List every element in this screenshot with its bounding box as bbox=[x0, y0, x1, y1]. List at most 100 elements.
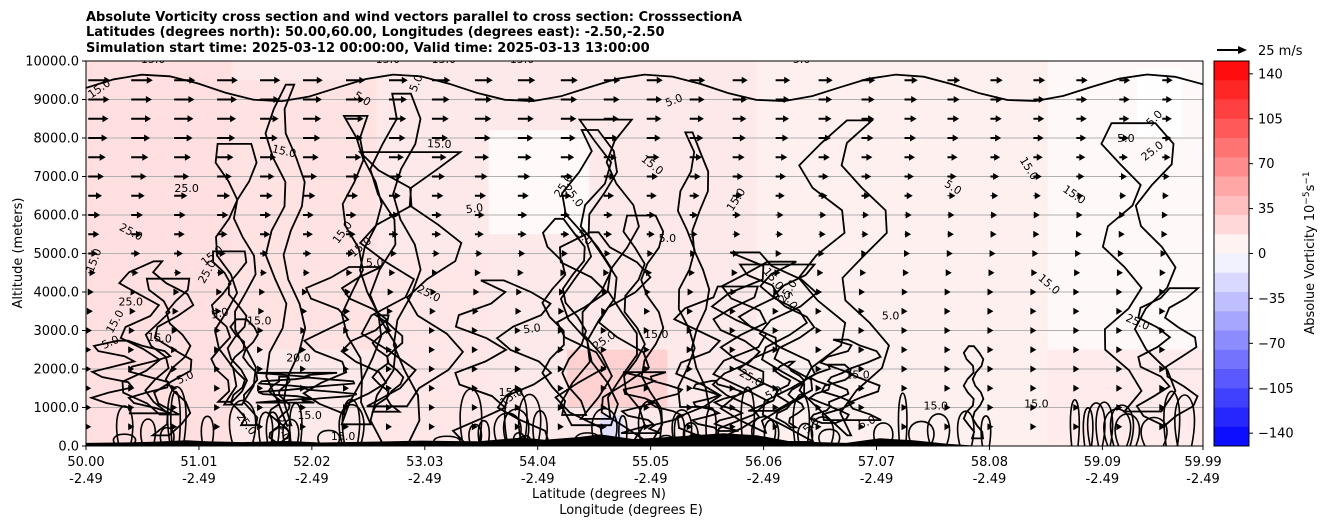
contour-line bbox=[166, 386, 187, 446]
wind-vector-head bbox=[557, 404, 564, 411]
wind-vector-head bbox=[101, 134, 108, 142]
wind-vector-head bbox=[907, 173, 914, 180]
contour-line bbox=[86, 73, 1203, 103]
wind-vector bbox=[818, 96, 833, 103]
wind-vector bbox=[217, 76, 238, 84]
wind-vector bbox=[260, 153, 277, 161]
wind-vector bbox=[300, 384, 307, 392]
wind-vector bbox=[388, 96, 407, 103]
wind-vector bbox=[346, 96, 365, 103]
wind-vector bbox=[560, 250, 568, 257]
wind-vector bbox=[88, 96, 110, 103]
wind-vector bbox=[428, 327, 435, 334]
wind-vector-head bbox=[514, 365, 521, 373]
wind-vector-head bbox=[901, 365, 908, 373]
wind-vector-head bbox=[521, 211, 528, 219]
wind-vector-head bbox=[691, 230, 698, 238]
wind-vector-head bbox=[775, 250, 782, 257]
wind-vector-head bbox=[473, 288, 480, 296]
wind-vector-head bbox=[173, 288, 180, 296]
wind-vector-head bbox=[646, 269, 653, 277]
wind-vector-head bbox=[343, 327, 350, 334]
x-tick-label-lon: -2.49 bbox=[1086, 472, 1120, 487]
wind-vector-head bbox=[1121, 153, 1128, 161]
wind-vector-head bbox=[130, 288, 137, 296]
wind-vector bbox=[731, 269, 738, 277]
wind-vector bbox=[301, 288, 308, 296]
wind-vector bbox=[128, 384, 135, 392]
wind-vector bbox=[560, 76, 578, 84]
wind-vector bbox=[1076, 173, 1085, 180]
wind-vector bbox=[603, 153, 617, 161]
wind-vector-head bbox=[1073, 365, 1080, 373]
wind-vector-head bbox=[815, 384, 822, 392]
wind-vector bbox=[388, 230, 399, 238]
wind-vector-head bbox=[1119, 211, 1126, 219]
wind-vector-head bbox=[995, 134, 1002, 142]
wind-vector bbox=[343, 423, 350, 431]
colorbar-band bbox=[1214, 176, 1249, 196]
wind-vector bbox=[603, 211, 613, 219]
wind-vector-head bbox=[772, 384, 779, 392]
wind-vector-head bbox=[428, 346, 435, 354]
wind-vector bbox=[944, 423, 951, 431]
wind-vector-head bbox=[515, 307, 522, 315]
wind-vector bbox=[214, 327, 221, 334]
wind-vector-head bbox=[171, 365, 178, 373]
wind-vector bbox=[818, 250, 825, 257]
wind-vector-head bbox=[987, 404, 994, 411]
wind-vector-head bbox=[219, 250, 226, 257]
wind-vector bbox=[128, 423, 135, 431]
wind-vector-head bbox=[822, 173, 829, 180]
wind-vector-head bbox=[952, 134, 959, 142]
wind-vector-head bbox=[86, 404, 92, 411]
contour-line bbox=[228, 399, 257, 446]
wind-vector bbox=[343, 384, 350, 392]
wind-vector bbox=[1076, 134, 1087, 142]
wind-vector-head bbox=[1073, 307, 1080, 315]
wind-vector bbox=[128, 327, 135, 334]
wind-vector bbox=[904, 173, 914, 180]
wind-vector-head bbox=[1159, 269, 1166, 277]
contour-line bbox=[477, 419, 490, 446]
x-tick-label-lat: 52.02 bbox=[293, 455, 330, 470]
wind-vector bbox=[174, 230, 185, 238]
wind-vector bbox=[1030, 423, 1037, 431]
wind-vector-head bbox=[734, 211, 741, 219]
wind-vector bbox=[474, 250, 483, 257]
wind-vector-head bbox=[396, 173, 403, 180]
wind-vector-head bbox=[128, 327, 135, 334]
wind-vector bbox=[603, 192, 615, 200]
wind-vector-head bbox=[355, 153, 362, 161]
wind-vector-head bbox=[357, 115, 364, 123]
wind-vector bbox=[514, 346, 521, 354]
wind-vector bbox=[990, 115, 1002, 123]
wind-vector bbox=[259, 288, 266, 296]
wind-vector-head bbox=[514, 384, 521, 392]
wind-vector bbox=[431, 96, 450, 103]
wind-vector-head bbox=[428, 327, 435, 334]
wind-vector bbox=[646, 230, 655, 238]
wind-vector bbox=[517, 269, 524, 277]
wind-vector-head bbox=[517, 269, 524, 277]
wind-vector bbox=[944, 346, 951, 354]
wind-vector bbox=[1162, 76, 1173, 84]
wind-vector bbox=[343, 365, 350, 373]
wind-vector bbox=[858, 365, 865, 373]
wind-vector-head bbox=[601, 288, 608, 296]
wind-vector-head bbox=[904, 250, 911, 257]
wind-vector-head bbox=[1122, 134, 1129, 142]
wind-vector bbox=[603, 134, 619, 142]
wind-vector-head bbox=[1080, 115, 1087, 123]
wind-vector bbox=[689, 173, 701, 180]
wind-vector bbox=[474, 134, 491, 142]
wind-vector-head bbox=[910, 134, 917, 142]
wind-vector bbox=[343, 327, 350, 334]
wind-vector-head bbox=[227, 153, 234, 161]
wind-vector-head bbox=[563, 211, 570, 219]
reference-vector-label: 25 m/s bbox=[1258, 44, 1303, 59]
wind-vector-head bbox=[868, 96, 875, 103]
contour-label: 5.0 bbox=[407, 73, 426, 94]
wind-vector bbox=[904, 230, 912, 238]
wind-vector-head bbox=[400, 115, 407, 123]
